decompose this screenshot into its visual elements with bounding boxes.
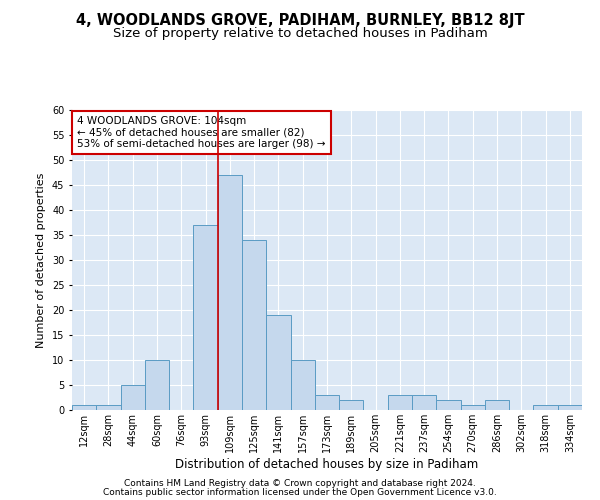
Bar (412, 395, 436, 410)
Bar (96, 405, 121, 410)
Bar (388, 395, 412, 410)
Bar (145, 360, 169, 410)
Text: Contains HM Land Registry data © Crown copyright and database right 2024.: Contains HM Land Registry data © Crown c… (124, 478, 476, 488)
Bar (461, 405, 485, 410)
Bar (72, 405, 96, 410)
Y-axis label: Number of detached properties: Number of detached properties (37, 172, 46, 348)
Bar (193, 225, 218, 410)
Bar (339, 400, 364, 410)
Bar (242, 240, 266, 410)
Bar (485, 400, 509, 410)
Bar (558, 405, 582, 410)
Bar (315, 395, 339, 410)
Text: Contains public sector information licensed under the Open Government Licence v3: Contains public sector information licen… (103, 488, 497, 497)
Bar (121, 385, 145, 410)
Text: 4 WOODLANDS GROVE: 104sqm
← 45% of detached houses are smaller (82)
53% of semi-: 4 WOODLANDS GROVE: 104sqm ← 45% of detac… (77, 116, 326, 149)
Bar (266, 315, 290, 410)
Bar (533, 405, 558, 410)
Text: 4, WOODLANDS GROVE, PADIHAM, BURNLEY, BB12 8JT: 4, WOODLANDS GROVE, PADIHAM, BURNLEY, BB… (76, 12, 524, 28)
Bar (218, 175, 242, 410)
Text: Size of property relative to detached houses in Padiham: Size of property relative to detached ho… (113, 28, 487, 40)
X-axis label: Distribution of detached houses by size in Padiham: Distribution of detached houses by size … (175, 458, 479, 470)
Bar (290, 360, 315, 410)
Bar (436, 400, 461, 410)
